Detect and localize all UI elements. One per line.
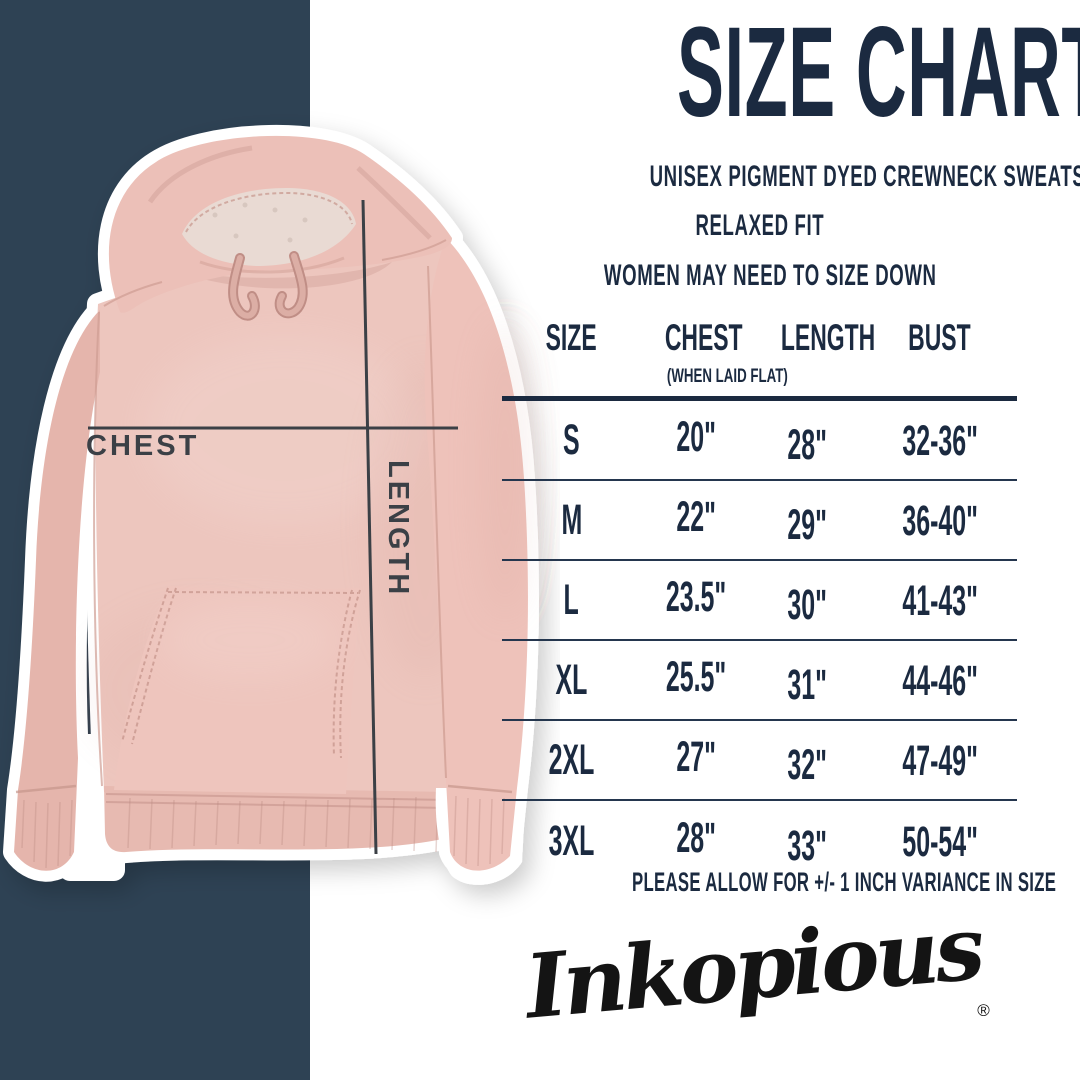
chest-measure-label: CHEST <box>86 430 200 462</box>
brand-logo-script: Inkopious <box>521 895 985 1039</box>
table-row: S 20" 28" 32-36" <box>502 401 1017 481</box>
col-header-chest: CHEST <box>664 317 743 358</box>
registered-trademark-symbol: ® <box>977 1001 990 1020</box>
variance-note: PLEASE ALLOW FOR +/- 1 INCH VARIANCE IN … <box>632 867 1057 897</box>
brand-logo: Inkopious® <box>502 895 1017 1038</box>
pocket-stitching <box>121 587 361 759</box>
left-sleeve <box>14 310 100 871</box>
table-header-rule <box>502 396 1017 401</box>
table-header-row: SIZE CHEST LENGTH BUST <box>502 317 1017 359</box>
length-measure-label: LENGTH <box>382 460 414 598</box>
length-measure-line <box>361 199 378 855</box>
col-header-size: SIZE <box>546 317 598 358</box>
drawstrings <box>228 251 308 321</box>
hood-interior <box>182 188 356 266</box>
col-header-bust: BUST <box>908 317 971 358</box>
chest-note: (WHEN LAID FLAT) <box>666 366 788 387</box>
hoodie-photo <box>3 124 539 885</box>
hem-band <box>104 786 449 853</box>
table-row: L 23.5" 30" 41-43" <box>502 561 1017 641</box>
measurement-lines <box>88 199 458 855</box>
page-title: SIZE CHART <box>677 1 1080 144</box>
table-row: M 22" 29" 36-40" <box>502 481 1017 561</box>
subtitle-fit: RELAXED FIT <box>695 209 824 242</box>
hoodie-sticker <box>3 124 539 885</box>
table-row: 2XL 27" 32" 47-49" <box>502 721 1017 801</box>
subtitle-sizing-advice: WOMEN MAY NEED TO SIZE DOWN <box>603 259 937 292</box>
col-header-length: LENGTH <box>780 317 875 358</box>
subtitle-garment: UNISEX PIGMENT DYED CREWNECK SWEATSHIRT <box>649 160 1080 193</box>
table-row: XL 25.5" 31" 44-46" <box>502 641 1017 721</box>
size-table: S 20" 28" 32-36" M 22" 29" 36-40" L 23.5… <box>502 401 1017 881</box>
table-row: 3XL 28" 33" 50-54" <box>548 813 978 870</box>
size-chart-column: SIZE CHART UNISEX PIGMENT DYED CREWNECK … <box>502 0 1080 1080</box>
